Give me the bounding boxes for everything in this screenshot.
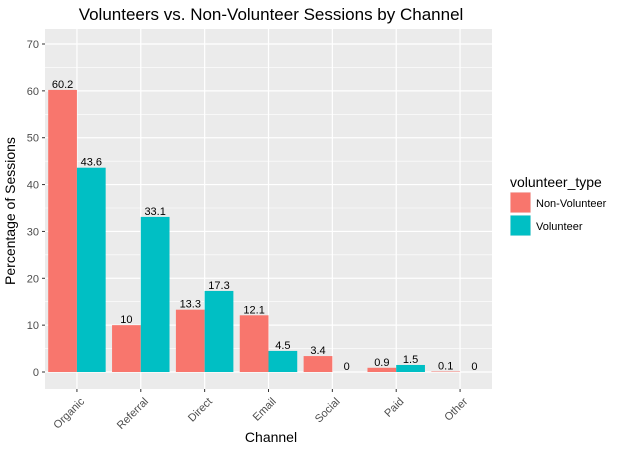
data-label: 33.1 bbox=[144, 206, 165, 218]
y-axis: 0 10 20 30 40 50 60 70 bbox=[27, 39, 45, 379]
legend-label: Non-Volunteer bbox=[536, 198, 607, 210]
bar bbox=[396, 365, 425, 372]
x-tick-label: Paid bbox=[382, 396, 406, 420]
x-axis-title: Channel bbox=[245, 429, 297, 445]
y-tick-label: 20 bbox=[27, 273, 39, 285]
data-label: 60.2 bbox=[52, 79, 73, 91]
legend: volunteer_type Non-Volunteer Volunteer bbox=[510, 174, 607, 236]
data-label: 0.9 bbox=[374, 357, 389, 369]
data-label: 12.1 bbox=[243, 304, 264, 316]
legend-swatch bbox=[511, 216, 531, 236]
bar bbox=[205, 291, 234, 372]
y-tick-label: 40 bbox=[27, 180, 39, 192]
data-label: 1.5 bbox=[403, 354, 418, 366]
y-tick-label: 0 bbox=[33, 367, 39, 379]
data-label: 43.6 bbox=[81, 157, 102, 169]
x-axis: Organic Referral Direct Email Social Paid Othe… bbox=[51, 389, 470, 432]
legend-swatch bbox=[511, 193, 531, 213]
y-tick-label: 10 bbox=[27, 320, 39, 332]
y-tick-label: 60 bbox=[27, 86, 39, 98]
legend-title: volunteer_type bbox=[510, 174, 602, 190]
data-label: 17.3 bbox=[208, 280, 229, 292]
data-label: 0 bbox=[471, 361, 477, 373]
bar bbox=[240, 315, 269, 372]
bar bbox=[77, 168, 106, 372]
y-tick-label: 50 bbox=[27, 133, 39, 145]
x-tick-label: Organic bbox=[51, 395, 87, 431]
y-tick-label: 30 bbox=[27, 226, 39, 238]
legend-label: Volunteer bbox=[536, 221, 583, 233]
bar bbox=[141, 217, 170, 372]
x-tick-label: Referral bbox=[115, 396, 151, 432]
data-label: 0.1 bbox=[438, 361, 453, 373]
y-tick-label: 70 bbox=[27, 39, 39, 51]
bar bbox=[48, 90, 77, 372]
bar bbox=[269, 351, 298, 372]
data-label: 13.3 bbox=[180, 299, 201, 311]
y-axis-title: Percentage of Sessions bbox=[2, 137, 18, 285]
data-label: 3.4 bbox=[310, 345, 325, 357]
x-tick-label: Email bbox=[251, 396, 279, 424]
bar bbox=[176, 310, 205, 372]
bar bbox=[304, 356, 333, 372]
chart-title: Volunteers vs. Non-Volunteer Sessions by… bbox=[79, 5, 464, 24]
data-label: 4.5 bbox=[275, 340, 290, 352]
data-label: 10 bbox=[120, 314, 132, 326]
x-tick-label: Other bbox=[442, 395, 470, 423]
bar bbox=[112, 325, 141, 372]
x-tick-label: Direct bbox=[186, 396, 215, 425]
data-label: 0 bbox=[344, 361, 350, 373]
x-tick-label: Social bbox=[313, 396, 343, 426]
